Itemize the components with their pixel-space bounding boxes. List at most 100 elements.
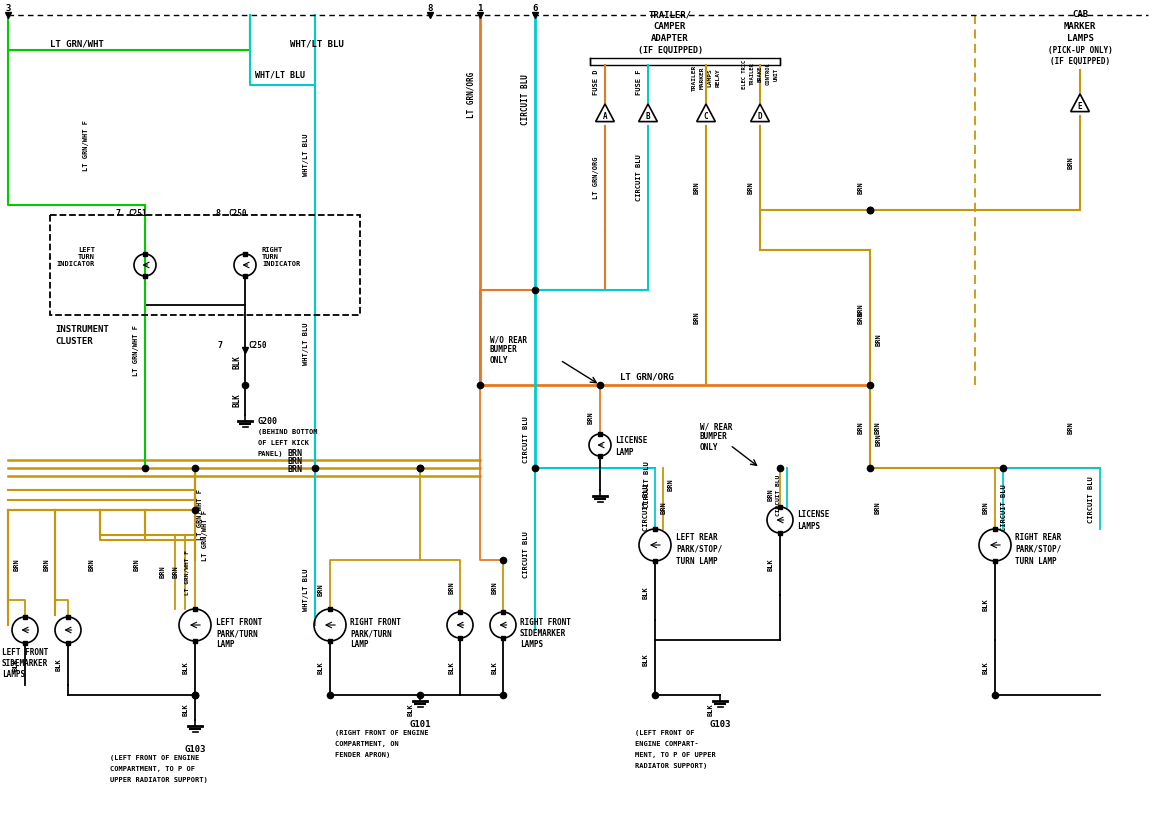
Text: LEFT FRONT: LEFT FRONT xyxy=(2,648,49,657)
Text: 6: 6 xyxy=(532,3,538,12)
Text: ADAPTER: ADAPTER xyxy=(651,34,689,43)
Text: RIGHT
TURN
INDICATOR: RIGHT TURN INDICATOR xyxy=(262,247,301,267)
Text: BLK: BLK xyxy=(13,658,18,672)
Text: BRN: BRN xyxy=(694,181,701,195)
Text: FUSE D: FUSE D xyxy=(593,69,599,94)
Text: UPPER RADIATOR SUPPORT): UPPER RADIATOR SUPPORT) xyxy=(110,777,208,783)
Text: G101: G101 xyxy=(409,720,431,729)
Text: WHT/LT BLU: WHT/LT BLU xyxy=(255,71,305,80)
Text: COMPARTMENT, ON: COMPARTMENT, ON xyxy=(335,741,399,747)
Text: LAMPS: LAMPS xyxy=(520,640,543,649)
Text: C251: C251 xyxy=(128,209,147,218)
Text: 3: 3 xyxy=(6,3,10,12)
Text: 7: 7 xyxy=(217,341,222,350)
Text: RIGHT REAR: RIGHT REAR xyxy=(1015,533,1061,542)
Text: CIRCUIT BLU: CIRCUIT BLU xyxy=(644,461,650,508)
Text: WHT/LT BLU: WHT/LT BLU xyxy=(303,134,309,177)
Text: FENDER APRON): FENDER APRON) xyxy=(335,752,391,758)
Text: BRN: BRN xyxy=(89,558,95,571)
Text: (LEFT FRONT OF ENGINE: (LEFT FRONT OF ENGINE xyxy=(110,755,199,761)
Text: LAMPS: LAMPS xyxy=(1067,34,1094,43)
Text: BLK: BLK xyxy=(183,662,188,674)
Text: LAMP: LAMP xyxy=(615,447,633,456)
Text: LAMPS: LAMPS xyxy=(2,670,25,679)
Text: C250: C250 xyxy=(249,341,267,350)
Text: WHT/LT BLU: WHT/LT BLU xyxy=(303,569,309,612)
Text: W/O REAR
BUMPER
ONLY: W/O REAR BUMPER ONLY xyxy=(490,335,527,365)
Text: LT GRN/WHT: LT GRN/WHT xyxy=(50,39,104,48)
Text: CIRCUIT BLU: CIRCUIT BLU xyxy=(521,75,531,126)
Text: CIRCUIT BLU: CIRCUIT BLU xyxy=(777,475,781,516)
Text: BRN: BRN xyxy=(858,304,864,316)
Text: UNIT: UNIT xyxy=(773,67,778,80)
Text: (IF EQUIPPED): (IF EQUIPPED) xyxy=(637,46,703,55)
Text: LT GRN/WHT F: LT GRN/WHT F xyxy=(83,120,89,171)
Text: BRN: BRN xyxy=(668,479,674,492)
Text: C: C xyxy=(704,112,709,121)
Text: LT GRN/ORG: LT GRN/ORG xyxy=(620,373,674,382)
Text: BRN: BRN xyxy=(875,422,881,434)
Text: BLK: BLK xyxy=(983,662,990,674)
Text: LICENSE: LICENSE xyxy=(796,510,829,519)
Text: BRN: BRN xyxy=(492,581,498,594)
Text: WHT/LT BLU: WHT/LT BLU xyxy=(290,39,343,48)
Text: BLK: BLK xyxy=(983,599,990,612)
Text: 8: 8 xyxy=(215,209,220,218)
Text: OF LEFT KICK: OF LEFT KICK xyxy=(258,440,309,446)
Text: BRN: BRN xyxy=(44,558,50,571)
Text: (LEFT FRONT OF: (LEFT FRONT OF xyxy=(635,730,695,736)
Text: BRN: BRN xyxy=(14,558,20,571)
Text: LAMP: LAMP xyxy=(216,640,235,649)
Text: PANEL): PANEL) xyxy=(258,451,283,457)
Text: A: A xyxy=(602,112,607,121)
Text: LT GRN/WHT F: LT GRN/WHT F xyxy=(202,510,208,561)
Text: (IF EQUIPPED): (IF EQUIPPED) xyxy=(1050,57,1110,66)
Text: CONTROL: CONTROL xyxy=(765,62,771,85)
Text: BLK: BLK xyxy=(318,662,324,674)
Text: INSTRUMENT: INSTRUMENT xyxy=(55,325,109,334)
Text: PARK/STOP/: PARK/STOP/ xyxy=(1015,544,1061,553)
Text: MARKER: MARKER xyxy=(1064,22,1096,31)
Text: PARK/TURN: PARK/TURN xyxy=(350,629,392,638)
Text: BRN: BRN xyxy=(449,581,455,594)
Text: SIDEMARKER: SIDEMARKER xyxy=(520,629,566,638)
Text: BRN: BRN xyxy=(858,422,864,434)
Text: BRN: BRN xyxy=(694,312,701,324)
Text: RIGHT FRONT: RIGHT FRONT xyxy=(350,618,401,627)
Text: BLK: BLK xyxy=(55,658,62,672)
Text: LEFT
TURN
INDICATOR: LEFT TURN INDICATOR xyxy=(57,247,95,267)
Text: BRN: BRN xyxy=(661,502,667,515)
Text: BRN: BRN xyxy=(288,465,303,474)
Text: WHT/LT BLU: WHT/LT BLU xyxy=(303,323,309,365)
Text: BRN: BRN xyxy=(876,333,882,346)
Text: BLK: BLK xyxy=(408,704,414,717)
Text: CIRCUIT BLU: CIRCUIT BLU xyxy=(636,154,642,201)
Text: C250: C250 xyxy=(228,209,246,218)
Text: D: D xyxy=(757,112,762,121)
Text: ELEC TRIC: ELEC TRIC xyxy=(741,59,747,89)
Text: BLK: BLK xyxy=(707,704,714,717)
Text: RADIATOR SUPPORT): RADIATOR SUPPORT) xyxy=(635,763,707,769)
Text: BLK: BLK xyxy=(492,662,498,674)
Text: BLK: BLK xyxy=(768,558,775,571)
Text: LT GRN/WHT F: LT GRN/WHT F xyxy=(197,488,203,539)
Text: 7: 7 xyxy=(114,209,120,218)
Text: BRN: BRN xyxy=(858,181,864,195)
Text: LEFT FRONT: LEFT FRONT xyxy=(216,618,262,627)
Text: TRAILER: TRAILER xyxy=(691,65,697,91)
Text: CLUSTER: CLUSTER xyxy=(55,337,92,346)
Text: CIRCUIT BLU: CIRCUIT BLU xyxy=(643,484,649,531)
Text: TRAILER: TRAILER xyxy=(749,62,755,85)
Text: BRN: BRN xyxy=(1068,422,1074,434)
Text: LAMP: LAMP xyxy=(350,640,369,649)
Text: LICENSE: LICENSE xyxy=(615,435,647,444)
Text: BRN: BRN xyxy=(288,448,303,457)
Text: BRAKE: BRAKE xyxy=(757,66,763,82)
Text: LT GRN/WHT F: LT GRN/WHT F xyxy=(185,549,190,594)
Text: LAMPS: LAMPS xyxy=(796,521,820,530)
Text: BRN: BRN xyxy=(875,502,881,515)
Text: BLK: BLK xyxy=(232,393,242,407)
Text: BLK: BLK xyxy=(643,654,649,667)
Text: BRN: BRN xyxy=(288,456,303,466)
Text: CAB: CAB xyxy=(1072,10,1088,19)
